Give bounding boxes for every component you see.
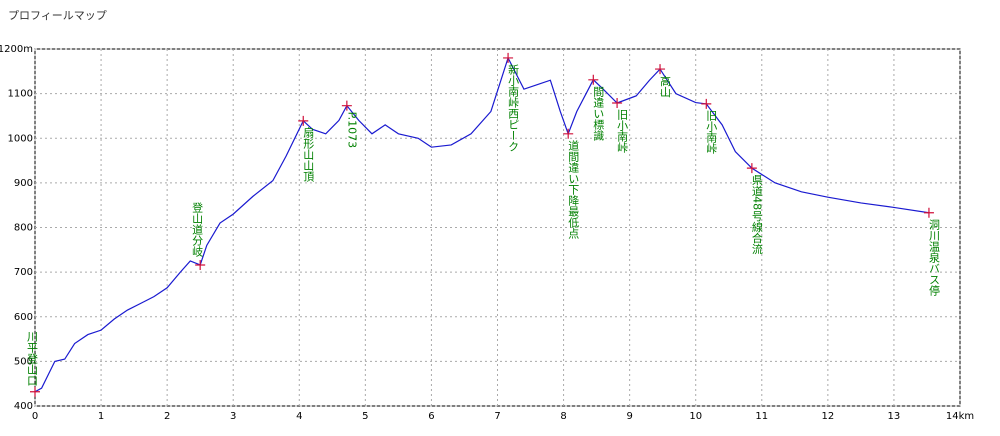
waypoint-marker (588, 74, 599, 85)
waypoint-marker (298, 115, 309, 126)
waypoint-label: 旧小南峠 (705, 110, 718, 155)
y-tick-label: 500 (14, 356, 33, 367)
x-tick-label: 7 (494, 411, 500, 422)
waypoint-marker (655, 64, 666, 75)
y-tick-label: 400 (14, 401, 33, 412)
x-tick-label: 14km (946, 411, 974, 422)
waypoint-marker (612, 97, 623, 108)
x-tick-label: 12 (821, 411, 834, 422)
waypoint-label: 扇形山山頂 (302, 126, 315, 183)
waypoint-label: 間違い標識 (592, 85, 605, 140)
waypoint-marker (30, 386, 40, 397)
waypoint-label: P.1073 (345, 112, 358, 148)
waypoint-label: 高山 (659, 74, 672, 97)
elevation-line (34, 56, 930, 393)
waypoint-marker (923, 207, 934, 218)
y-tick-label: 600 (14, 312, 33, 323)
waypoint-label: 洞川温泉バス停 (927, 218, 940, 296)
x-tick-label: 10 (689, 411, 702, 422)
waypoint-marker (563, 128, 574, 139)
x-tick-label: 9 (626, 411, 632, 422)
waypoint-marker (195, 259, 206, 270)
waypoint-marker (341, 100, 352, 111)
x-tick-label: 13 (888, 411, 901, 422)
x-tick-label: 5 (362, 411, 368, 422)
x-tick-label: 3 (230, 411, 236, 422)
x-tick-label: 11 (755, 411, 768, 422)
waypoint-label: 道間違い下降最低点 (567, 138, 580, 239)
chart-title: プロフィールマップ (8, 9, 107, 22)
waypoint-label: 新小南峠西ピーク (507, 63, 520, 152)
x-tick-label: 1 (98, 411, 104, 422)
x-tick-label: 2 (164, 411, 170, 422)
waypoint-label: 県道48号線合流 (750, 174, 763, 254)
y-tick-label: 800 (14, 223, 33, 234)
y-tick-label: 1200m (0, 44, 33, 55)
waypoint-label: 登山道分岐 (191, 201, 204, 258)
y-tick-label: 900 (14, 178, 33, 189)
waypoint-marker (503, 52, 514, 63)
x-tick-label: 6 (428, 411, 434, 422)
x-tick-label: 4 (296, 411, 302, 422)
x-tick-label: 0 (32, 411, 38, 422)
y-tick-label: 700 (14, 267, 33, 278)
waypoint-marker (701, 98, 712, 109)
waypoint-label: 旧小南峠 (616, 109, 629, 154)
y-tick-label: 1100 (8, 89, 33, 100)
waypoint-marker (746, 163, 757, 174)
x-tick-label: 8 (560, 411, 566, 422)
waypoint-label: 川平登山口 (26, 331, 39, 386)
y-tick-label: 1000 (8, 133, 33, 144)
